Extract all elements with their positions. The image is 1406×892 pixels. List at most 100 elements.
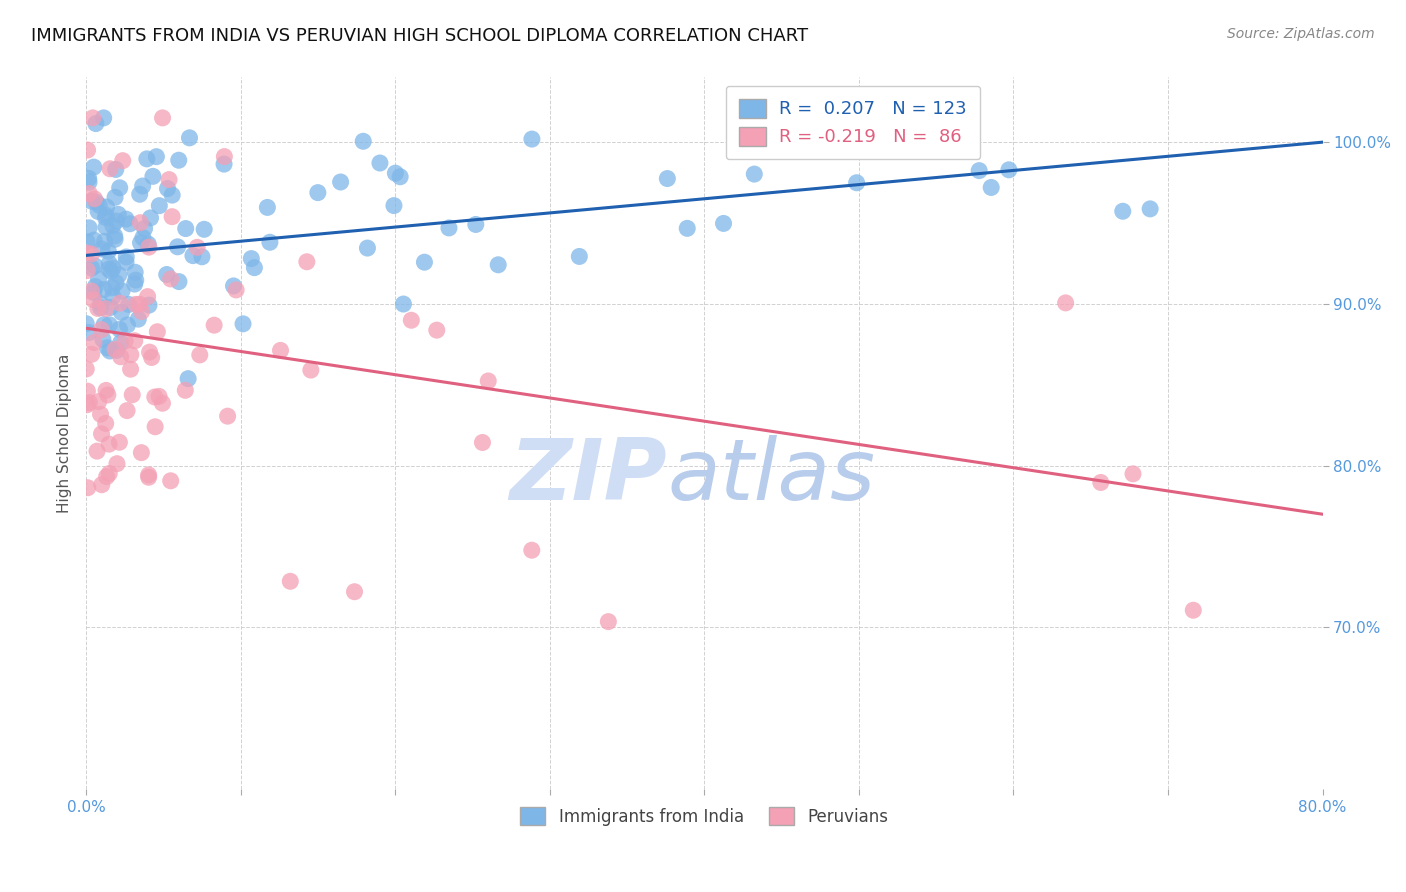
Point: [898, 141, 921, 155]
Point: [186, 240, 208, 254]
Point: [115, 212, 138, 227]
Point: [75, 246, 97, 260]
Point: [295, 254, 318, 268]
Point: [80, 347, 103, 361]
Point: [124, 265, 146, 279]
Point: [101, 219, 124, 233]
Point: [232, 317, 254, 331]
Point: [98, 437, 121, 451]
Point: [520, 543, 543, 558]
Point: [110, 335, 132, 350]
Point: [98, 343, 121, 358]
Point: [96, 341, 118, 355]
Point: [87, 272, 110, 286]
Point: [368, 156, 391, 170]
Point: [259, 235, 281, 250]
Point: [120, 362, 142, 376]
Point: [212, 157, 235, 171]
Point: [598, 615, 620, 629]
Point: [108, 322, 131, 336]
Y-axis label: High School Diploma: High School Diploma: [58, 353, 72, 513]
Point: [83, 285, 105, 300]
Point: [352, 134, 374, 148]
Point: [520, 132, 543, 146]
Point: [118, 297, 141, 311]
Point: [146, 325, 169, 339]
Point: [131, 179, 153, 194]
Point: [108, 268, 131, 282]
Point: [657, 171, 679, 186]
Point: [98, 161, 121, 176]
Point: [84, 279, 107, 293]
Point: [94, 417, 117, 431]
Point: [713, 216, 735, 230]
Point: [240, 252, 263, 266]
Point: [76, 398, 98, 412]
Point: [166, 240, 188, 254]
Point: [101, 281, 124, 295]
Point: [152, 111, 174, 125]
Point: [145, 150, 167, 164]
Point: [104, 229, 127, 244]
Point: [93, 234, 115, 248]
Point: [87, 204, 110, 219]
Point: [299, 363, 322, 377]
Point: [142, 169, 165, 184]
Point: [110, 305, 132, 319]
Point: [97, 262, 120, 277]
Point: [138, 470, 160, 484]
Point: [114, 334, 136, 348]
Point: [90, 477, 112, 491]
Point: [107, 207, 129, 221]
Point: [77, 175, 100, 189]
Point: [98, 256, 121, 270]
Point: [174, 384, 197, 398]
Point: [127, 312, 149, 326]
Point: [100, 264, 122, 278]
Point: [80, 247, 103, 261]
Point: [1182, 603, 1205, 617]
Point: [108, 296, 131, 310]
Point: [471, 435, 494, 450]
Point: [105, 214, 128, 228]
Point: [676, 221, 699, 235]
Point: [82, 293, 104, 307]
Point: [159, 272, 181, 286]
Point: [139, 211, 162, 225]
Text: ZIP: ZIP: [509, 434, 668, 517]
Point: [80, 261, 103, 276]
Point: [84, 195, 107, 210]
Point: [104, 162, 127, 177]
Point: [329, 175, 352, 189]
Point: [87, 301, 110, 316]
Point: [426, 323, 449, 337]
Point: [76, 263, 98, 277]
Point: [108, 435, 131, 450]
Point: [115, 255, 138, 269]
Point: [464, 218, 486, 232]
Point: [86, 444, 108, 458]
Point: [101, 289, 124, 303]
Point: [389, 169, 412, 184]
Point: [568, 250, 591, 264]
Point: [94, 301, 117, 316]
Point: [94, 208, 117, 222]
Point: [84, 259, 107, 273]
Point: [101, 260, 124, 275]
Point: [77, 171, 100, 186]
Point: [125, 297, 148, 311]
Point: [84, 117, 107, 131]
Point: [91, 332, 114, 346]
Point: [104, 190, 127, 204]
Point: [307, 186, 329, 200]
Point: [98, 318, 121, 332]
Point: [129, 235, 152, 250]
Legend: Immigrants from India, Peruvians: Immigrants from India, Peruvians: [512, 799, 897, 834]
Point: [270, 343, 292, 358]
Point: [845, 176, 868, 190]
Point: [97, 244, 120, 259]
Point: [225, 283, 247, 297]
Point: [136, 237, 159, 252]
Point: [392, 297, 415, 311]
Point: [384, 166, 406, 180]
